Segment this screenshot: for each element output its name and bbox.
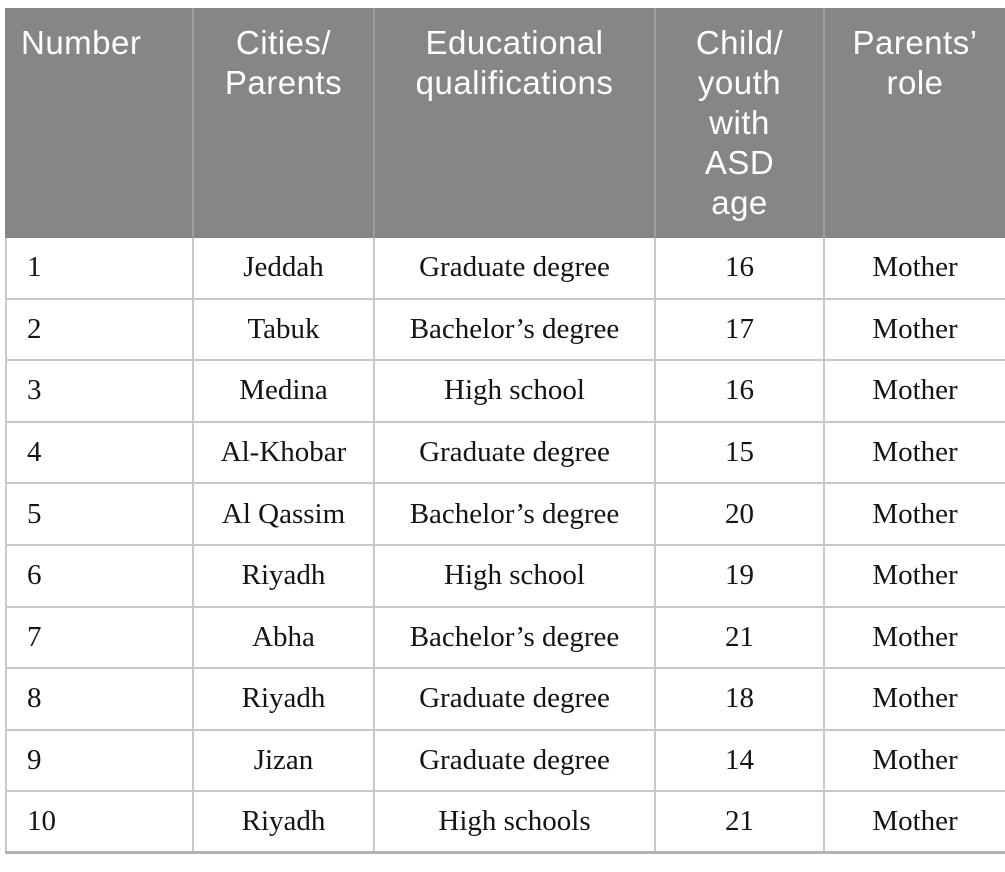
table-header-row: Number Cities/ Parents Educational quali…: [5, 8, 1005, 238]
cell-role: Mother: [823, 792, 1005, 851]
cell-city: Al-Khobar: [192, 422, 373, 483]
cell-number: 10: [5, 792, 192, 851]
table-body: 1 Jeddah Graduate degree 16 Mother 2 Tab…: [5, 238, 1005, 854]
cell-age: 19: [654, 545, 823, 606]
header-cell-number: Number: [21, 24, 142, 61]
cell-age: 16: [654, 238, 823, 298]
cell-city: Al Qassim: [192, 484, 373, 544]
table-row: 7 Abha Bachelor’s degree 21 Mother: [5, 607, 1005, 670]
cell-qualification: High school: [373, 361, 654, 421]
cell-age: 18: [654, 669, 823, 729]
cell-age: 21: [654, 607, 823, 668]
cell-number: 3: [5, 361, 192, 421]
table-row: 6 Riyadh High school 19 Mother: [5, 545, 1005, 608]
cell-number: 7: [5, 607, 192, 668]
cell-city: Jeddah: [192, 238, 373, 298]
cell-city: Riyadh: [192, 669, 373, 729]
cell-qualification: Graduate degree: [373, 669, 654, 729]
cell-role: Mother: [823, 730, 1005, 791]
cell-role: Mother: [823, 422, 1005, 483]
table-row: 9 Jizan Graduate degree 14 Mother: [5, 730, 1005, 793]
cell-city: Jizan: [192, 730, 373, 791]
cell-age: 20: [654, 484, 823, 544]
cell-role: Mother: [823, 545, 1005, 606]
cell-role: Mother: [823, 669, 1005, 729]
table-row: 1 Jeddah Graduate degree 16 Mother: [5, 238, 1005, 300]
cell-age: 16: [654, 361, 823, 421]
cell-qualification: Graduate degree: [373, 238, 654, 298]
table-row: 8 Riyadh Graduate degree 18 Mother: [5, 669, 1005, 731]
table-row: 4 Al-Khobar Graduate degree 15 Mother: [5, 422, 1005, 485]
cell-role: Mother: [823, 484, 1005, 544]
cell-number: 9: [5, 730, 192, 791]
header-cell-educational-qualifications: Educational qualifications: [373, 8, 654, 238]
header-cell-parents-role: Parents’ role: [823, 8, 1005, 238]
cell-number: 1: [5, 238, 192, 298]
cell-age: 17: [654, 299, 823, 360]
cell-role: Mother: [823, 361, 1005, 421]
cell-city: Abha: [192, 607, 373, 668]
cell-qualification: Bachelor’s degree: [373, 299, 654, 360]
cell-city: Riyadh: [192, 545, 373, 606]
table-row: 2 Tabuk Bachelor’s degree 17 Mother: [5, 299, 1005, 362]
cell-number: 5: [5, 484, 192, 544]
cell-role: Mother: [823, 238, 1005, 298]
header-cell-cities-parents: Cities/ Parents: [192, 8, 373, 238]
cell-qualification: Graduate degree: [373, 730, 654, 791]
cell-qualification: High schools: [373, 792, 654, 851]
cell-role: Mother: [823, 299, 1005, 360]
table-row: 10 Riyadh High schools 21 Mother: [5, 792, 1005, 854]
cell-qualification: Bachelor’s degree: [373, 607, 654, 668]
table-row: 5 Al Qassim Bachelor’s degree 20 Mother: [5, 484, 1005, 546]
cell-age: 21: [654, 792, 823, 851]
cell-city: Tabuk: [192, 299, 373, 360]
cell-qualification: Graduate degree: [373, 422, 654, 483]
cell-role: Mother: [823, 607, 1005, 668]
participants-table: Number Cities/ Parents Educational quali…: [5, 8, 1005, 854]
cell-city: Riyadh: [192, 792, 373, 851]
cell-qualification: High school: [373, 545, 654, 606]
header-cell-child-youth-asd-age: Child/ youth with ASD age: [654, 8, 823, 238]
cell-number: 8: [5, 669, 192, 729]
cell-number: 6: [5, 545, 192, 606]
cell-number: 4: [5, 422, 192, 483]
cell-age: 14: [654, 730, 823, 791]
table-row: 3 Medina High school 16 Mother: [5, 361, 1005, 423]
cell-number: 2: [5, 299, 192, 360]
cell-qualification: Bachelor’s degree: [373, 484, 654, 544]
cell-city: Medina: [192, 361, 373, 421]
cell-age: 15: [654, 422, 823, 483]
